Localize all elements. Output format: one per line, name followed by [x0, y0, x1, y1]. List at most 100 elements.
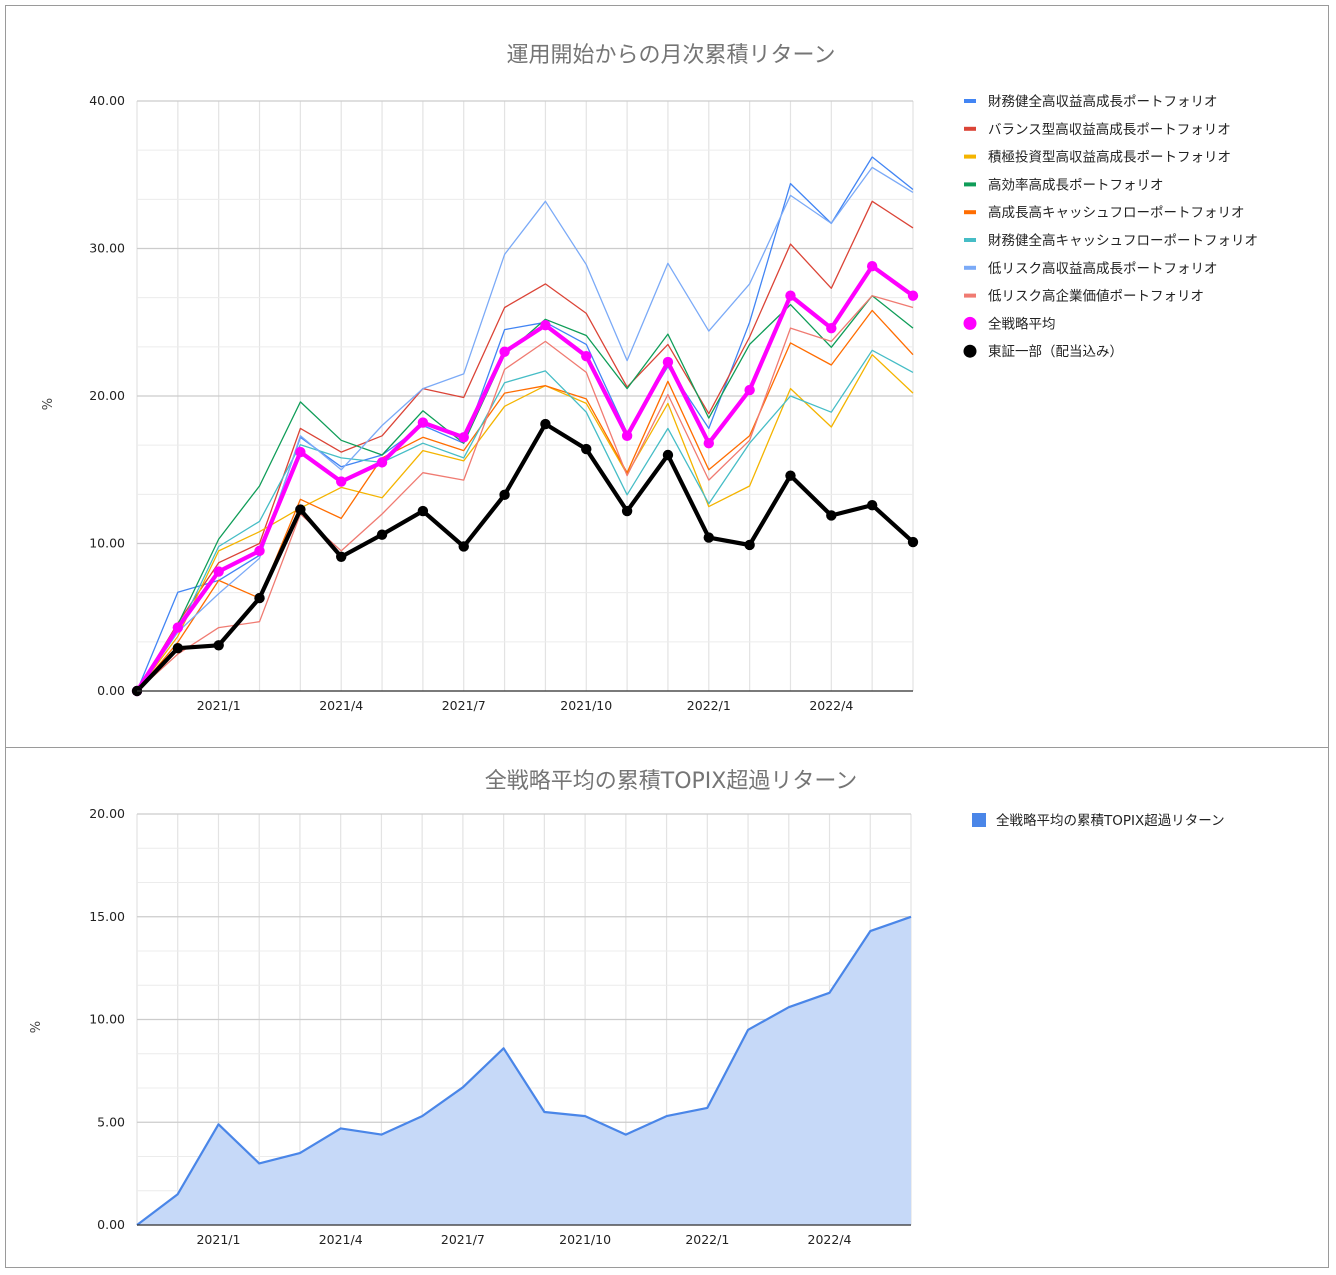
data-point	[866, 261, 878, 272]
data-point	[581, 443, 592, 455]
legend-label: 東証一部（配当込み）	[988, 344, 1123, 360]
legend-item: 高成長高キャッシュフローポートフォリオ	[964, 204, 1245, 221]
legend-swatch	[964, 293, 976, 298]
x-tick-label: 2022/1	[687, 698, 731, 713]
series-line	[136, 309, 914, 692]
data-point	[540, 418, 551, 430]
data-point	[744, 384, 755, 396]
legend-item: 低リスク高収益高成長ポートフォリオ	[964, 260, 1218, 277]
data-point	[254, 592, 265, 604]
legend-swatch	[964, 210, 976, 215]
x-tick-label: 2021/4	[319, 1232, 363, 1247]
y-tick-label: 20.00	[89, 388, 125, 403]
chart-title: 全戦略平均の累積TOPIX超過リターン	[485, 769, 857, 794]
legend-swatch	[964, 99, 976, 103]
legend-swatch	[964, 182, 976, 187]
legend-item: 高効率高成長ポートフォリオ	[964, 176, 1164, 193]
legend-label: 積極投資型高収益高成長ポートフォリオ	[988, 149, 1231, 166]
data-point	[581, 350, 592, 362]
legend-item: 低リスク高企業価値ポートフォリオ	[964, 288, 1204, 305]
data-point	[295, 504, 306, 515]
data-point	[744, 539, 755, 551]
area-fill	[137, 916, 911, 1225]
x-tick-label: 2021/7	[441, 1232, 485, 1247]
x-tick-label: 2021/10	[559, 1232, 611, 1247]
data-point	[417, 505, 429, 517]
data-point	[907, 290, 919, 301]
x-tick-label: 2022/4	[809, 698, 853, 713]
legend-item: 積極投資型高収益高成長ポートフォリオ	[964, 149, 1231, 166]
legend-item: 財務健全高キャッシュフローポートフォリオ	[964, 232, 1258, 249]
data-point	[866, 499, 878, 511]
legend: 全戦略平均の累積TOPIX超過リターン	[972, 812, 1225, 829]
data-point	[172, 643, 184, 654]
legend-label: 財務健全高キャッシュフローポートフォリオ	[988, 232, 1258, 249]
y-tick-label: 40.00	[89, 93, 125, 108]
data-point	[376, 457, 388, 468]
x-tick-label: 2021/4	[319, 698, 363, 713]
legend-label: バランス型高収益高成長ポートフォリオ	[988, 121, 1231, 138]
area-line	[136, 915, 912, 1226]
series-group	[131, 156, 919, 697]
legend-label: 低リスク高収益高成長ポートフォリオ	[988, 260, 1218, 277]
data-point	[540, 320, 551, 331]
series-line	[136, 200, 914, 692]
cumulative-return-chart-panel: 運用開始からの月次累積リターン 0.00 10.00 20.00 30.00 40.00 2…	[5, 5, 1329, 748]
data-point	[417, 417, 429, 428]
x-tick-label: 2021/1	[197, 698, 241, 713]
excess-return-chart: 全戦略平均の累積TOPIX超過リターン 0.00 5.00 10.00 15.00 20.…	[29, 769, 1225, 1247]
data-point	[172, 622, 184, 633]
data-point	[458, 432, 469, 443]
data-point	[785, 470, 796, 481]
data-point	[336, 476, 347, 487]
series-line	[135, 421, 915, 693]
series-line	[136, 349, 914, 692]
x-tick-label: 2022/4	[808, 1232, 852, 1247]
y-tick-label: 15.00	[89, 909, 125, 924]
y-tick-label: 0.00	[97, 1217, 125, 1232]
data-point	[295, 446, 306, 458]
series-line	[136, 295, 914, 692]
legend-item: 財務健全高収益高成長ポートフォリオ	[964, 93, 1218, 110]
legend-swatch	[964, 154, 976, 159]
series-line	[136, 156, 914, 692]
chart-title: 運用開始からの月次累積リターン	[507, 43, 836, 68]
data-point	[213, 640, 224, 651]
legend-item: バランス型高収益高成長ポートフォリオ	[964, 121, 1231, 138]
data-point	[499, 489, 510, 501]
excess-return-chart-panel: 全戦略平均の累積TOPIX超過リターン 0.00 5.00 10.00 15.00 20.…	[5, 747, 1329, 1268]
legend-label: 財務健全高収益高成長ポートフォリオ	[988, 93, 1218, 110]
x-tick-label: 2021/7	[442, 698, 486, 713]
cumulative-return-chart: 運用開始からの月次累積リターン 0.00 10.00 20.00 30.00 40.00 2…	[41, 43, 1258, 713]
x-tick-label: 2021/10	[560, 698, 612, 713]
legend-label: 全戦略平均	[988, 315, 1056, 332]
legend-swatch	[964, 238, 976, 242]
y-tick-label: 0.00	[97, 683, 125, 698]
x-tick-label: 2022/1	[685, 1232, 729, 1247]
legend-swatch	[972, 813, 986, 827]
legend-item: 全戦略平均	[963, 315, 1056, 332]
data-point	[336, 551, 347, 562]
data-point	[621, 505, 633, 517]
data-point	[621, 430, 633, 442]
legend-label: 高効率高成長ポートフォリオ	[988, 176, 1164, 193]
legend: 財務健全高収益高成長ポートフォリオバランス型高収益高成長ポートフォリオ積極投資型…	[963, 93, 1258, 360]
data-point	[213, 566, 224, 577]
legend-item: 全戦略平均の累積TOPIX超過リターン	[972, 812, 1225, 829]
data-point	[826, 322, 837, 334]
legend-label: 高成長高キャッシュフローポートフォリオ	[988, 204, 1245, 221]
y-tick-label: 30.00	[89, 241, 125, 256]
x-tick-label: 2021/1	[196, 1232, 240, 1247]
data-point	[907, 536, 919, 548]
series-line	[136, 354, 914, 692]
data-point	[254, 545, 265, 557]
data-point	[785, 290, 796, 301]
series-line	[135, 264, 915, 693]
series-group	[136, 915, 912, 1226]
data-point	[703, 532, 714, 543]
legend-swatch	[964, 265, 976, 270]
data-point	[826, 510, 837, 521]
legend-marker	[963, 316, 977, 330]
y-axis-label: %	[29, 1021, 44, 1033]
y-tick-label: 20.00	[89, 806, 125, 821]
